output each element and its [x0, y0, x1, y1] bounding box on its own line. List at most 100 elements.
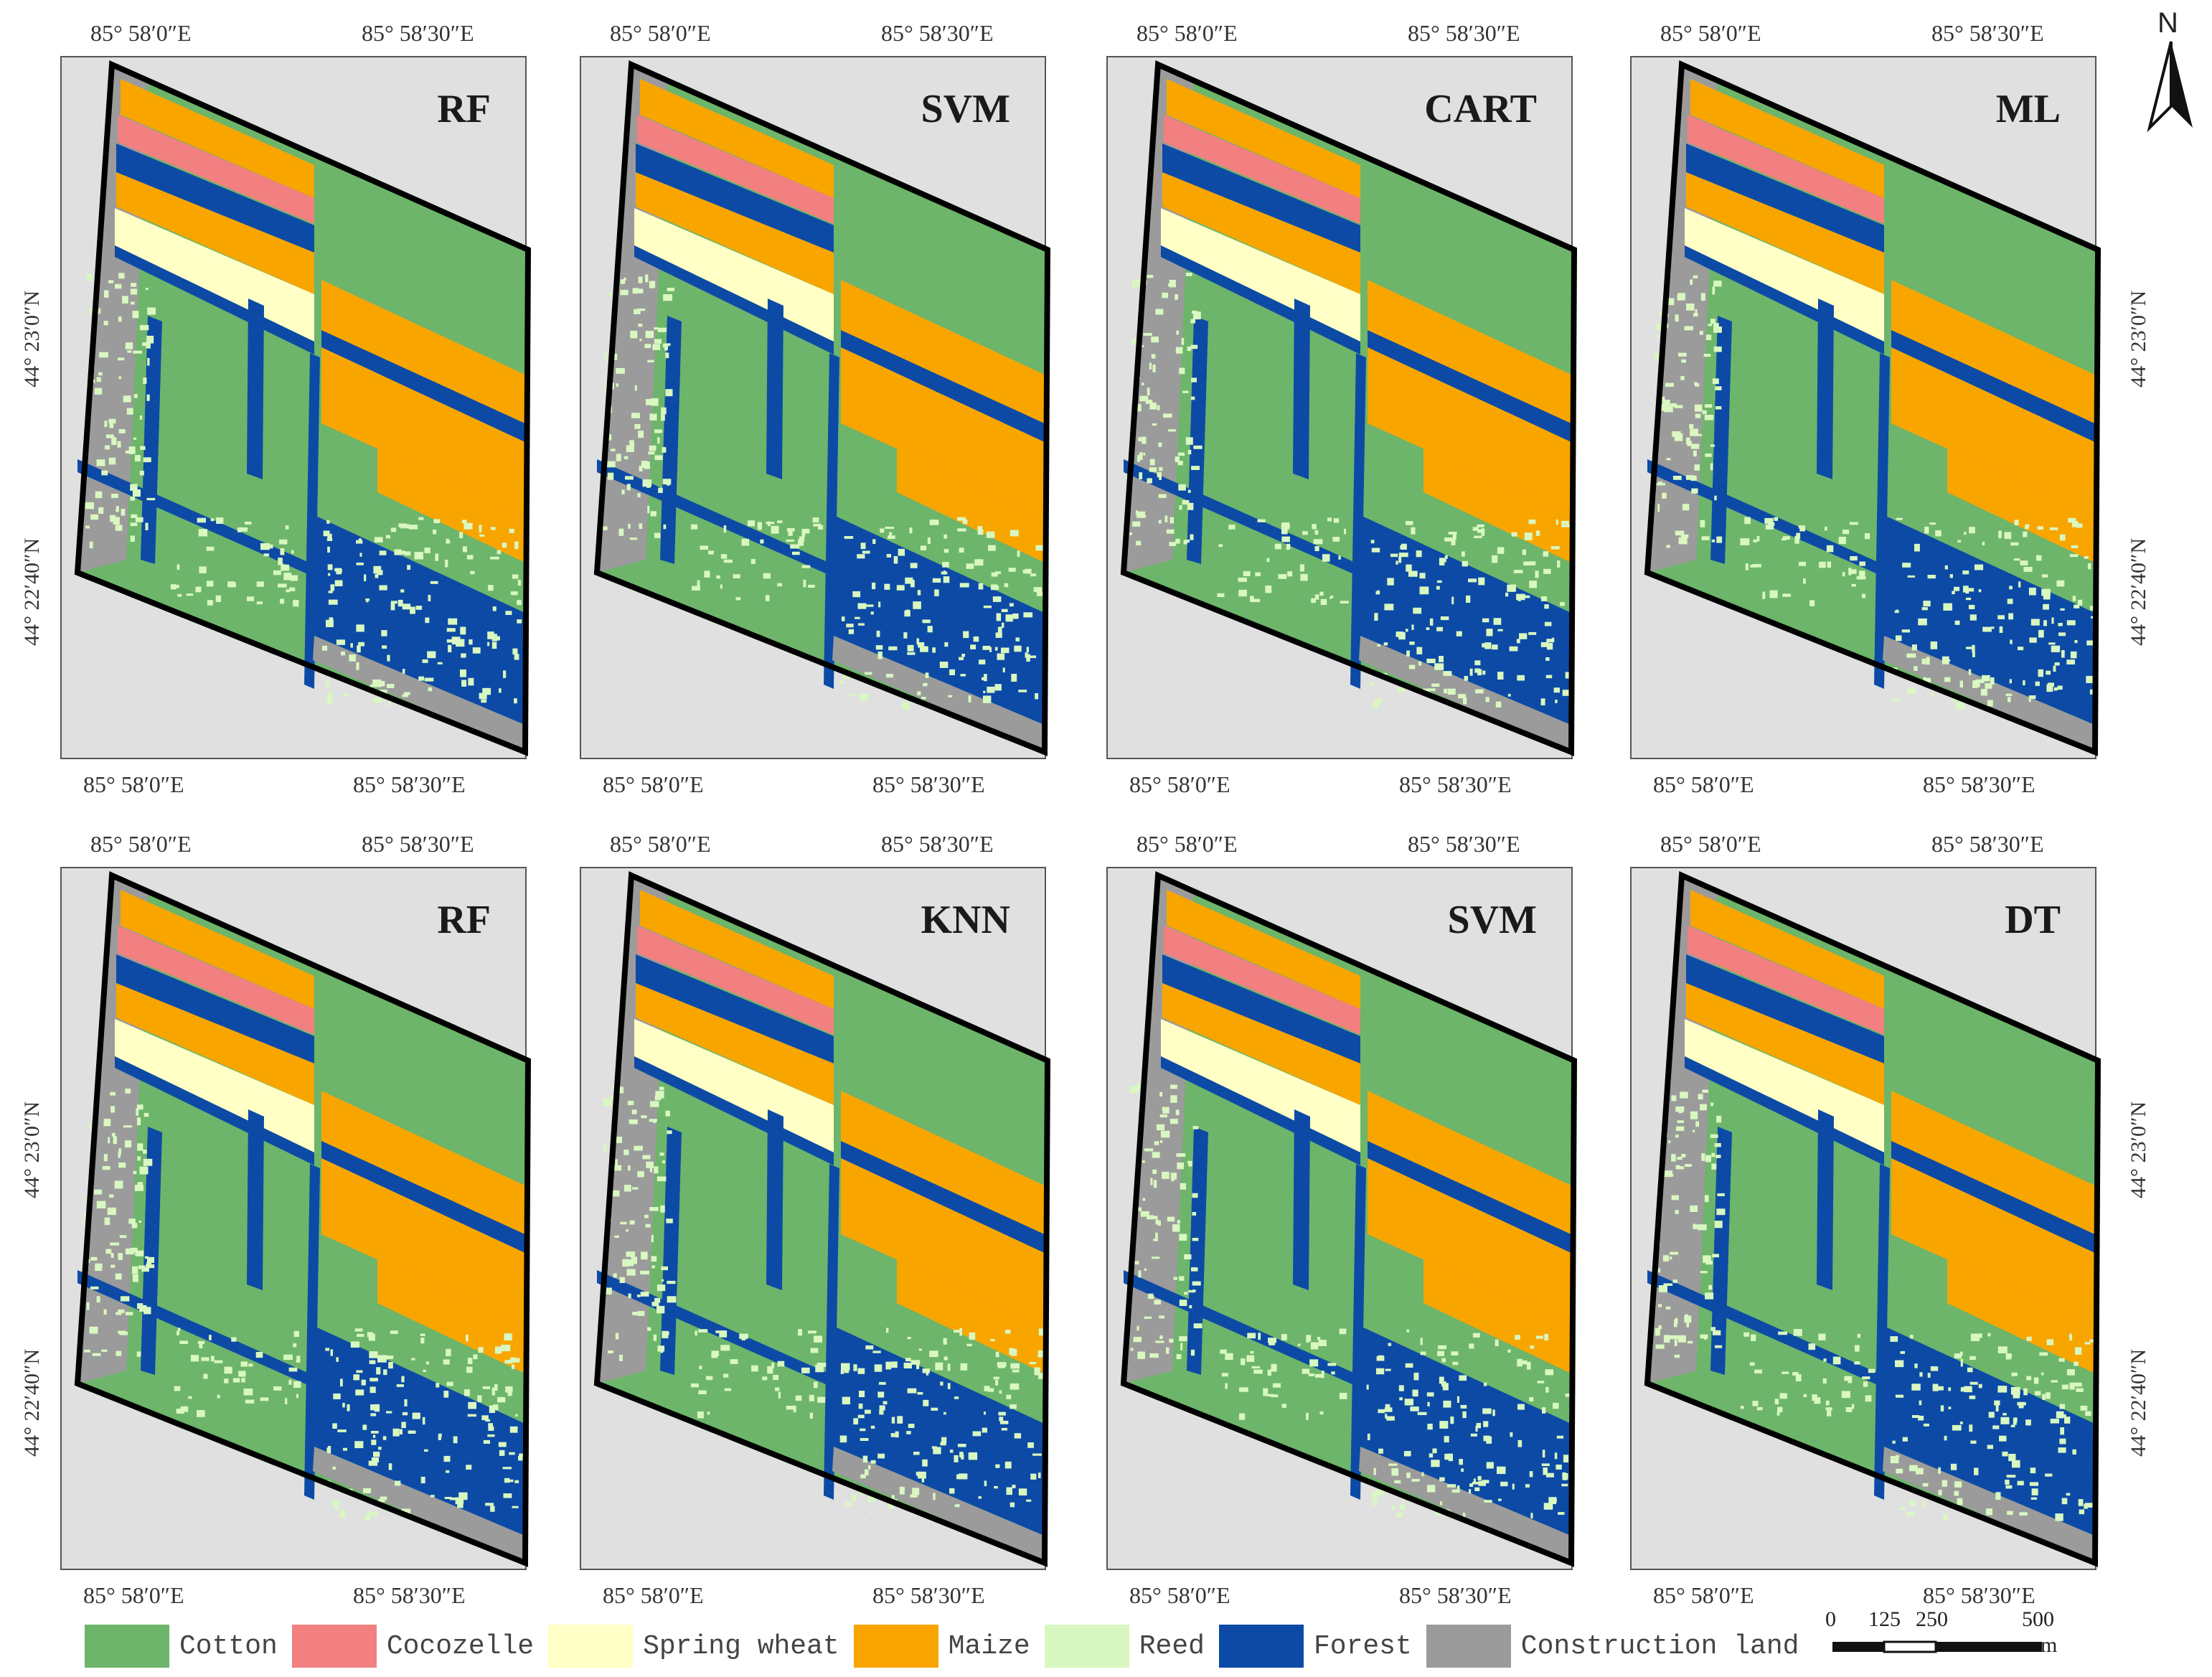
cocozelle-field [118, 115, 314, 224]
legend-label-maize: Maize [948, 1630, 1030, 1662]
forest-strip [321, 330, 528, 443]
construction-land [832, 1447, 1048, 1563]
lon-label-top-west: 85° 58′0″E [610, 20, 711, 46]
maize-field [1368, 280, 1574, 425]
forest-strip [1817, 1109, 1834, 1290]
method-label: SVM [1447, 898, 1537, 942]
lon-label-top-west: 85° 58′0″E [1660, 20, 1761, 46]
reed-patches [85, 273, 156, 549]
reed-patches [839, 517, 1045, 710]
maize-field [1368, 347, 1574, 517]
lon-label-bottom-east: 85° 58′30″E [1923, 1582, 2035, 1608]
lon-label-bottom-east: 85° 58′30″E [1399, 1582, 1512, 1608]
forest-strip [634, 1056, 834, 1165]
forest-strip [1162, 954, 1360, 1063]
forest-strip [1161, 1056, 1360, 1165]
method-label: CART [1424, 87, 1537, 131]
study-area-outline [74, 871, 532, 1567]
lat-label-north: 44° 23′0″N [20, 290, 44, 387]
legend-label-reed: Reed [1139, 1630, 1205, 1662]
maize-field [377, 1256, 528, 1375]
construction-land [1359, 636, 1574, 752]
method-label: ML [1995, 87, 2061, 131]
method-label: SVM [921, 87, 1010, 131]
legend: Cotton Cocozelle Spring wheat Maize Reed… [85, 1625, 1813, 1668]
reed-patches [690, 1329, 827, 1419]
land-cover-map [593, 871, 1051, 1567]
forest-strip [115, 1056, 314, 1165]
forest-strip [1368, 1141, 1574, 1254]
forest-strip [304, 1164, 320, 1500]
maize-field [321, 1158, 528, 1328]
maize-field [121, 890, 314, 1009]
legend-label-spring-wheat: Spring wheat [643, 1630, 839, 1662]
lon-label-bottom-west: 85° 58′0″E [83, 771, 184, 797]
north-label: N [2157, 7, 2178, 39]
maize-field [1162, 983, 1360, 1105]
spring-wheat-field [1161, 1019, 1360, 1152]
maize-field [1368, 1158, 1574, 1328]
maize-field [841, 347, 1048, 517]
maize-field [1891, 1158, 2098, 1328]
maize-field [1891, 280, 2098, 425]
forest-strip [766, 299, 783, 479]
lon-label-top-west: 85° 58′0″E [90, 20, 192, 46]
maize-field [1162, 172, 1360, 294]
lon-label-top-west: 85° 58′0″E [1660, 831, 1761, 857]
method-label: RF [437, 898, 491, 942]
construction-land [313, 1447, 528, 1563]
maize-field [1947, 445, 2098, 564]
spring-wheat-field [634, 1019, 834, 1152]
lat-label-north: 44° 23′0″N [20, 1101, 44, 1198]
forest-strip [1161, 245, 1360, 354]
method-label: KNN [921, 898, 1010, 942]
lon-label-bottom-east: 85° 58′30″E [353, 771, 466, 797]
forest-strip [1162, 144, 1360, 253]
lon-label-top-west: 85° 58′0″E [1136, 831, 1238, 857]
classification-map-panel: KNN 85° 58′0″E 85° 58′30″E 85° 58′0″E 85° 58… [580, 831, 1051, 1608]
maize-field [1368, 1091, 1574, 1236]
north-arrow-icon [2147, 41, 2193, 133]
maize-field [1167, 890, 1360, 1009]
lon-label-bottom-west: 85° 58′0″E [83, 1582, 184, 1608]
lat-label-south-right: 44° 22′40″N [2127, 1348, 2150, 1457]
method-label: RF [437, 87, 491, 131]
maize-field [1686, 983, 1884, 1105]
maize-field [377, 445, 528, 564]
forest-strip [1874, 1164, 1890, 1500]
reed-patches [1129, 273, 1203, 546]
lat-label-north-right: 44° 23′0″N [2127, 1101, 2150, 1198]
forest-block [1360, 515, 1574, 726]
land-cover-map [1644, 60, 2102, 756]
forest-block [834, 515, 1048, 726]
cocozelle-field [118, 926, 314, 1035]
lon-label-top-west: 85° 58′0″E [1136, 20, 1238, 46]
forest-strip [1685, 1056, 1884, 1165]
scale-tick-250: 250 [1916, 1607, 1948, 1631]
land-cover-map [1644, 871, 2102, 1567]
spring-wheat-field [634, 208, 834, 342]
cocozelle-field [637, 115, 834, 224]
forest-strip [1891, 330, 2098, 443]
lon-label-top-east: 85° 58′30″E [362, 831, 474, 857]
forest-strip [1874, 353, 1890, 689]
forest-strip [1891, 1141, 2098, 1254]
reed-patches [839, 1328, 1048, 1514]
study-area-outline [1120, 871, 1578, 1567]
spring-wheat-field [115, 208, 314, 342]
reed-patches [1740, 517, 1870, 606]
forest-strip [1686, 144, 1884, 253]
spring-wheat-field [1685, 1019, 1884, 1152]
cocozelle-field [637, 926, 834, 1035]
scale-tick-500: 500 [2022, 1607, 2054, 1631]
forest-block [314, 1326, 528, 1537]
forest-block [1884, 1326, 2098, 1537]
forest-strip [1350, 353, 1366, 689]
lon-label-bottom-west: 85° 58′0″E [1129, 771, 1230, 797]
lon-label-bottom-east: 85° 58′30″E [872, 771, 985, 797]
spring-wheat-field [1161, 208, 1360, 342]
scale-bar: 0 125 250 500 m [1825, 1607, 2057, 1672]
maize-field [121, 79, 314, 198]
maize-field [636, 172, 834, 294]
reed-patches [1653, 1089, 1726, 1358]
